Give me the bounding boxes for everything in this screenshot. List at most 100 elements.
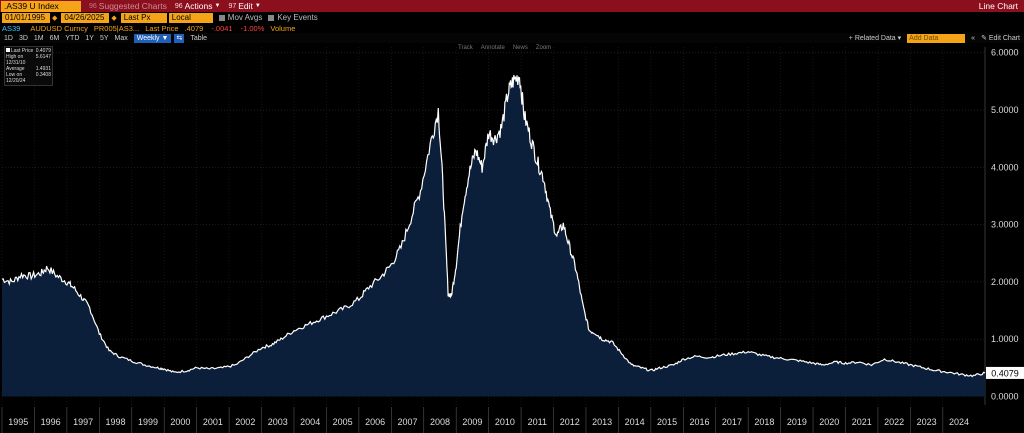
chevron-down-icon: ▼: [254, 3, 261, 9]
chart-legend: Last Price 0.4079 High on 12/31/10 5.6147 …: [4, 46, 53, 86]
chevron-down-icon: ▼: [214, 3, 221, 9]
suggested-charts-menu[interactable]: 96 Suggested Charts: [89, 1, 167, 11]
x-tick-label: 2008: [430, 417, 450, 427]
period-ytd[interactable]: YTD: [65, 34, 80, 42]
security-secondary[interactable]: AUDUSD Curncy: [30, 23, 88, 33]
x-tick-label: 2021: [852, 417, 872, 427]
price-change-pct: -1.00%: [240, 23, 265, 33]
price-change: -.0041: [211, 23, 233, 33]
top-toolbar: .AS39 U Index 96 Suggested Charts 96 Act…: [0, 0, 1024, 12]
table-button[interactable]: Table: [190, 34, 208, 42]
checkbox-icon: [268, 14, 275, 21]
tool-track[interactable]: Track: [458, 45, 473, 51]
x-tick-label: 2012: [560, 417, 580, 427]
y-tick-label: 2.0000: [991, 277, 1019, 287]
y-tick-label: 1.0000: [991, 334, 1019, 344]
chart-area[interactable]: 0.0000 1.0000 2.0000 3.0000 4.0000 5.0000 6.00…: [0, 43, 1024, 433]
legend-label: Average: [6, 66, 25, 72]
x-tick-label: 1995: [8, 417, 28, 427]
actions-number: 96: [174, 2, 183, 10]
x-tick-label: 2017: [722, 417, 742, 427]
last-value-label: 0.4079: [991, 368, 1019, 378]
date-separator-icon: ◆: [52, 14, 58, 22]
price-label: Last Price: [145, 23, 179, 33]
period-1d[interactable]: 1D: [4, 34, 13, 42]
ticker-field[interactable]: .AS39 U Index: [1, 0, 81, 12]
y-tick-label: 3.0000: [991, 220, 1019, 230]
legend-row: Average 1.4931: [6, 66, 51, 72]
legend-label: Low on 12/20/24: [6, 72, 26, 84]
period-6m[interactable]: 6M: [49, 34, 60, 42]
price-field-select[interactable]: Last Px: [120, 12, 167, 23]
x-tick-label: 2001: [203, 417, 223, 427]
x-tick-label: 2018: [754, 417, 774, 427]
x-tick-label: 2000: [170, 417, 190, 427]
legend-row: High on 12/31/10 5.6147: [6, 54, 51, 66]
x-tick-label: 2007: [398, 417, 418, 427]
legend-value: 0.3408: [35, 72, 51, 78]
period-1y[interactable]: 1Y: [85, 34, 94, 42]
legend-value: 0.4079: [35, 48, 51, 54]
mov-avgs-label: Mov Avgs: [227, 13, 263, 22]
price-value: .4079: [184, 23, 204, 33]
key-events-toggle[interactable]: Key Events: [268, 13, 318, 22]
price-chart[interactable]: 0.0000 1.0000 2.0000 3.0000 4.0000 5.0000 6.00…: [0, 43, 1024, 433]
checkbox-icon: [218, 14, 225, 21]
frequency-select[interactable]: Weekly ▼: [133, 33, 172, 43]
key-events-label: Key Events: [277, 13, 318, 22]
volume-label: Volume: [270, 23, 296, 33]
security-bar: AS39 AUDUSD Curncy PR005|AS3... Last Pri…: [0, 23, 1024, 33]
x-tick-label: 2009: [462, 417, 482, 427]
x-tick-label: 2020: [819, 417, 839, 427]
controls-bar: 01/01/1995 ◆ 04/26/2025 ◆ Last Px Local …: [0, 12, 1024, 32]
related-data-button[interactable]: + Related Data ▾: [848, 35, 902, 42]
x-tick-label: 2011: [528, 417, 547, 427]
frequency-label: Weekly: [136, 34, 160, 42]
currency-select[interactable]: Local CCY: [168, 12, 213, 32]
period-max[interactable]: Max: [114, 34, 128, 42]
x-tick-label: 1998: [106, 417, 126, 427]
x-tick-label: 2002: [235, 417, 255, 427]
related-data-label: Related Data: [854, 35, 896, 42]
price-line: [1, 74, 986, 378]
x-tick-label: 2014: [625, 417, 645, 427]
tool-annotate[interactable]: Annotate: [480, 45, 505, 51]
tool-zoom[interactable]: Zoom: [535, 45, 552, 51]
edit-label: Edit: [238, 1, 253, 11]
suggested-charts-number: 96: [89, 2, 97, 10]
y-tick-label: 6.0000: [991, 48, 1019, 58]
mov-avgs-toggle[interactable]: Mov Avgs: [218, 13, 263, 22]
y-tick-label: 5.0000: [991, 105, 1019, 115]
legend-swatch-icon: [6, 48, 10, 52]
end-date-field[interactable]: 04/26/2025: [61, 12, 110, 23]
period-3d[interactable]: 3D: [18, 34, 28, 42]
x-tick-label: 2010: [495, 417, 515, 427]
x-tick-label: 2004: [300, 417, 320, 427]
security-name: AS39: [2, 23, 21, 33]
y-tick-label: 0.0000: [991, 391, 1019, 401]
legend-label: High on 12/31/10: [6, 54, 26, 66]
tool-news[interactable]: News: [512, 45, 528, 51]
add-data-input[interactable]: Add Data: [907, 33, 966, 43]
x-tick-label: 1997: [73, 417, 93, 427]
x-tick-label: 2015: [657, 417, 677, 427]
legend-value: 1.4931: [35, 66, 51, 72]
x-tick-label: 2003: [268, 417, 288, 427]
actions-menu[interactable]: 96 Actions ▼: [175, 1, 221, 11]
table-toggle-icon[interactable]: ⇆: [174, 33, 185, 43]
legend-row: Low on 12/20/24 0.3408: [6, 72, 51, 84]
period-bar: 1D 3D 1M 6M YTD 1Y 5Y Max Weekly ▼ ⇆ Tab…: [0, 33, 1024, 43]
start-date-field[interactable]: 01/01/1995: [2, 12, 50, 23]
legend-value: 5.6147: [35, 54, 51, 60]
edit-number: 97: [228, 2, 237, 10]
security-third[interactable]: PR005|AS3...: [93, 23, 140, 33]
collapse-icon[interactable]: «: [971, 34, 976, 42]
edit-chart-label: Edit Chart: [988, 35, 1020, 42]
x-tick-label: 2016: [689, 417, 709, 427]
period-5y[interactable]: 5Y: [99, 34, 109, 42]
suggested-charts-label: Suggested Charts: [98, 1, 167, 11]
edit-menu[interactable]: 97 Edit ▼: [228, 1, 260, 11]
actions-label: Actions: [184, 1, 213, 11]
edit-chart-button[interactable]: ✎ Edit Chart: [981, 35, 1020, 42]
period-1m[interactable]: 1M: [33, 34, 44, 42]
